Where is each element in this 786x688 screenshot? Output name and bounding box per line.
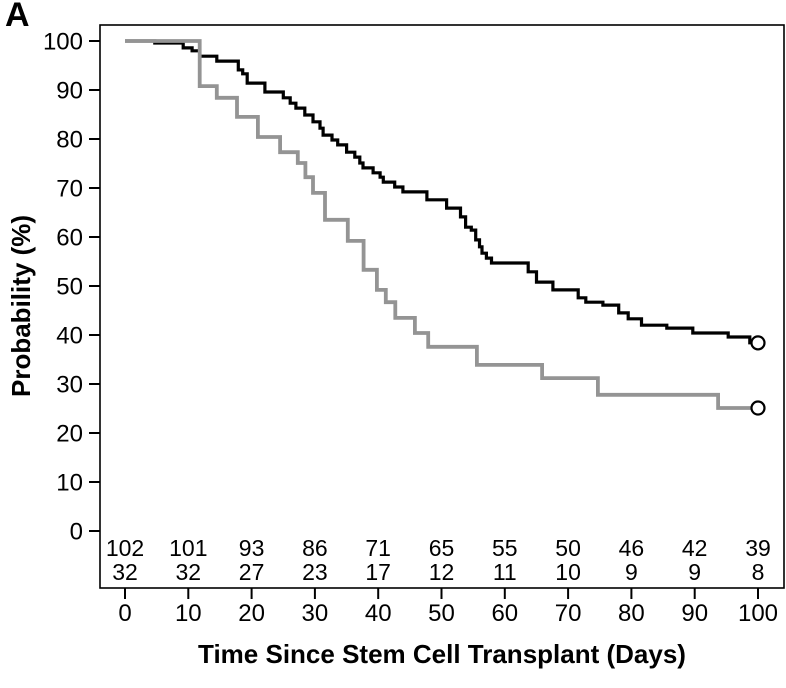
x-axis-tick-label: 90 [681, 600, 708, 627]
censor-mark-gray [750, 400, 766, 416]
at-risk-count-black: 65 [429, 535, 455, 561]
at-risk-count-black: 102 [106, 535, 144, 561]
y-axis-tick-label: 50 [56, 273, 83, 300]
plot-border [99, 24, 785, 589]
y-axis-tick-label: 70 [56, 175, 83, 202]
at-risk-count-gray: 9 [688, 559, 701, 585]
at-risk-count-gray: 11 [493, 559, 517, 585]
at-risk-count-gray: 10 [555, 559, 581, 585]
x-axis-tick-label: 100 [738, 600, 778, 627]
x-axis-tick-label: 10 [175, 600, 202, 627]
x-axis-tick-label: 0 [118, 600, 131, 627]
y-axis-tick-label: 30 [56, 371, 83, 398]
y-axis-tick-label: 0 [70, 518, 83, 545]
y-axis-tick-label: 20 [56, 420, 83, 447]
y-axis-tick-label: 100 [43, 28, 83, 55]
x-axis-tick-label: 50 [428, 600, 455, 627]
at-risk-count-gray: 32 [176, 559, 202, 585]
at-risk-count-gray: 8 [752, 559, 765, 585]
at-risk-count-gray: 32 [112, 559, 138, 585]
at-risk-count-black: 71 [365, 535, 391, 561]
at-risk-count-black: 86 [302, 535, 328, 561]
y-axis-tick-label: 40 [56, 322, 83, 349]
y-axis-tick-label: 60 [56, 224, 83, 251]
x-axis-tick-label: 60 [491, 600, 518, 627]
x-axis-tick-label: 20 [238, 600, 265, 627]
x-axis-tick-label: 80 [618, 600, 645, 627]
at-risk-count-gray: 12 [429, 559, 455, 585]
y-axis-title: Probability (%) [6, 215, 36, 397]
at-risk-count-gray: 27 [239, 559, 265, 585]
at-risk-count-gray: 9 [625, 559, 638, 585]
y-axis-tick-label: 10 [56, 469, 83, 496]
at-risk-count-black: 39 [745, 535, 771, 561]
y-axis-tick-label: 90 [56, 77, 83, 104]
at-risk-count-gray: 23 [302, 559, 328, 585]
at-risk-count-black: 93 [239, 535, 265, 561]
panel-label: A [5, 0, 31, 34]
y-axis-tick-label: 80 [56, 126, 83, 153]
censor-mark-black [750, 335, 766, 351]
x-axis-title: Time Since Stem Cell Transplant (Days) [198, 639, 686, 669]
x-axis-tick-label: 70 [555, 600, 582, 627]
at-risk-count-black: 55 [492, 535, 518, 561]
at-risk-count-black: 42 [682, 535, 708, 561]
km-curve-gray [125, 39, 758, 410]
at-risk-count-black: 50 [555, 535, 581, 561]
at-risk-count-black: 101 [169, 535, 207, 561]
at-risk-count-gray: 17 [365, 559, 391, 585]
at-risk-count-black: 46 [619, 535, 645, 561]
x-axis-tick-label: 30 [302, 600, 329, 627]
km-curve-black [125, 39, 758, 345]
x-axis-tick-label: 40 [365, 600, 392, 627]
